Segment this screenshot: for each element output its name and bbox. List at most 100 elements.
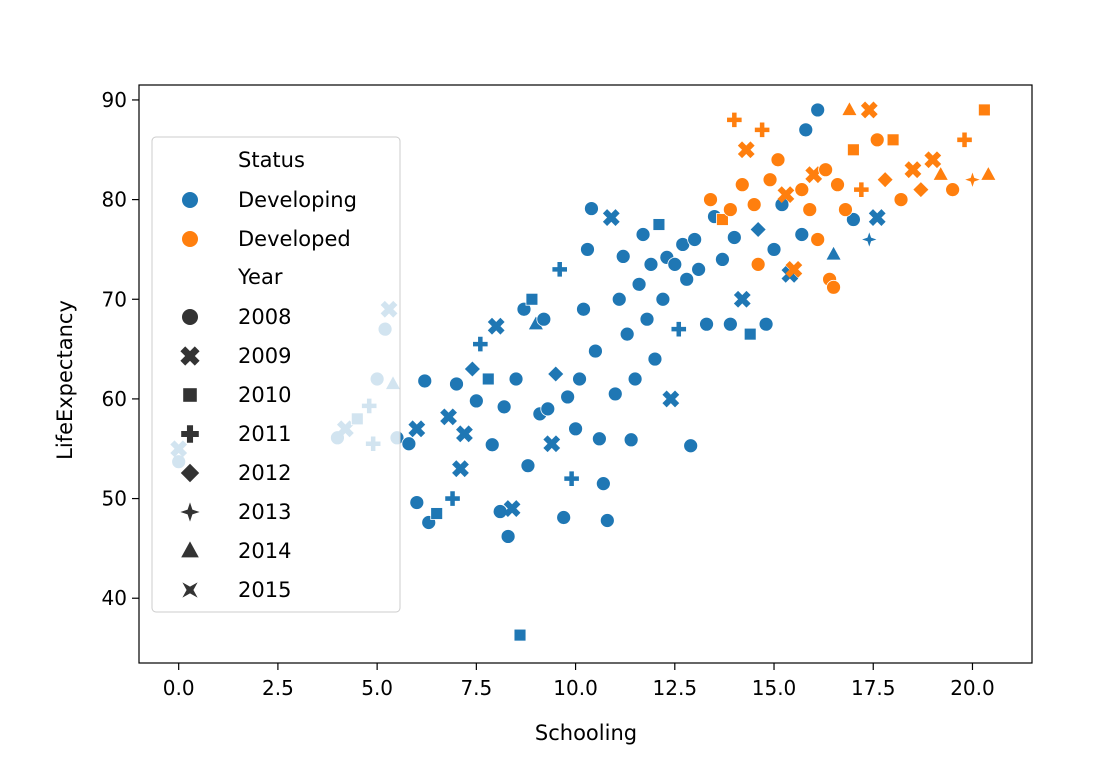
data-point-developing <box>547 365 565 383</box>
y-axis: 40 50 60 70 80 90 <box>102 88 139 610</box>
data-point-developing <box>733 290 751 308</box>
data-point-developing <box>758 316 774 332</box>
x-tick-label: 10.0 <box>553 676 598 700</box>
data-point-developed <box>978 103 991 117</box>
data-point-developed <box>893 192 909 208</box>
data-point-developing <box>516 301 532 317</box>
legend-label: 2015 <box>238 578 291 602</box>
x-tick-label: 17.5 <box>851 676 896 700</box>
data-point-developing <box>825 245 842 261</box>
data-point-developed <box>956 131 973 148</box>
data-point-developing <box>468 393 484 409</box>
data-point-developing <box>576 301 591 317</box>
data-point-developing <box>655 291 671 307</box>
data-point-developing <box>647 351 663 367</box>
data-point-developing <box>556 510 572 525</box>
data-point-developing <box>536 311 552 327</box>
legend-marker-2014 <box>181 541 199 558</box>
x-tick-label: 2.5 <box>262 676 294 700</box>
data-point-developing <box>584 201 599 216</box>
y-tick-label: 70 <box>102 287 127 311</box>
data-point-developed <box>932 165 950 181</box>
data-point-developing <box>627 371 643 387</box>
data-point-developing <box>551 261 568 278</box>
data-point-developing <box>472 336 489 353</box>
data-point-developed <box>802 202 818 217</box>
data-point-developing <box>560 389 576 405</box>
y-tick-label: 80 <box>102 188 127 212</box>
legend-label: 2011 <box>238 422 291 446</box>
legend-label: Developed <box>238 227 351 251</box>
legend-label: Developing <box>238 188 357 212</box>
legend-marker-2010 <box>183 388 197 402</box>
data-point-developing <box>503 500 521 517</box>
data-point-developing <box>670 321 687 338</box>
data-point-developing <box>699 316 714 332</box>
data-point-developing <box>496 399 512 415</box>
data-point-developing <box>540 401 556 417</box>
data-point-developed <box>904 161 922 179</box>
data-point-developing <box>463 360 482 378</box>
data-point-developing <box>520 458 536 474</box>
data-point-developed <box>750 256 766 272</box>
x-tick-label: 20.0 <box>950 676 995 700</box>
data-point-developing <box>599 513 615 528</box>
legend: Status Developing Developed 2008 2009 2010 20… <box>151 136 401 613</box>
legend-marker-2009 <box>180 346 200 366</box>
data-point-developing <box>643 256 659 272</box>
legend-marker-2015 <box>182 582 198 598</box>
data-point-developing <box>500 529 516 544</box>
y-tick-label: 40 <box>102 586 127 610</box>
data-point-developed <box>722 202 738 217</box>
data-point-developing <box>798 122 814 138</box>
data-point-developing <box>687 232 703 247</box>
data-point-developed <box>737 141 755 159</box>
data-point-developing <box>580 242 595 257</box>
data-point-developing <box>635 227 651 242</box>
data-point-developing <box>568 421 583 437</box>
data-point-developing <box>430 507 444 520</box>
legend-marker-2008 <box>182 309 198 325</box>
data-point-developing <box>602 209 620 226</box>
y-tick-label: 60 <box>102 387 127 411</box>
data-point-developed <box>805 166 823 184</box>
data-point-developing <box>607 386 623 402</box>
data-point-developing <box>683 438 699 454</box>
data-point-developing <box>766 242 782 257</box>
data-point-developed <box>847 143 860 157</box>
data-point-developing <box>846 212 861 227</box>
data-point-developed <box>746 197 762 212</box>
legend-hue-title: Status <box>238 148 305 172</box>
x-tick-label: 12.5 <box>653 676 698 700</box>
legend-marker-2012 <box>180 463 200 483</box>
data-point-developing <box>449 376 464 392</box>
data-point-developing <box>615 249 631 264</box>
legend-label: 2012 <box>238 461 291 485</box>
data-point-developed <box>734 177 750 193</box>
data-point-developing <box>513 628 527 642</box>
legend-label: 2009 <box>238 344 291 368</box>
data-point-developing <box>691 261 707 277</box>
data-point-developing <box>679 271 695 287</box>
data-point-developed <box>818 162 834 178</box>
data-point-developing <box>525 292 539 306</box>
data-point-developing <box>623 432 639 448</box>
data-point-developing <box>452 460 469 478</box>
data-point-developing <box>409 495 425 510</box>
data-point-developed <box>841 100 858 116</box>
legend-box <box>151 136 401 613</box>
data-point-developed <box>838 202 853 217</box>
x-tick-label: 5.0 <box>361 676 393 700</box>
legend-label: 2013 <box>238 500 291 524</box>
data-point-developing <box>611 291 627 307</box>
data-point-developed <box>979 165 997 181</box>
legend-marker-2013 <box>180 502 200 522</box>
legend-marker-developing <box>182 192 198 208</box>
data-point-developed <box>869 132 885 148</box>
data-point-developed <box>716 213 729 226</box>
data-point-developed <box>785 260 803 278</box>
data-point-developed <box>726 111 743 128</box>
data-point-developing <box>868 209 886 226</box>
